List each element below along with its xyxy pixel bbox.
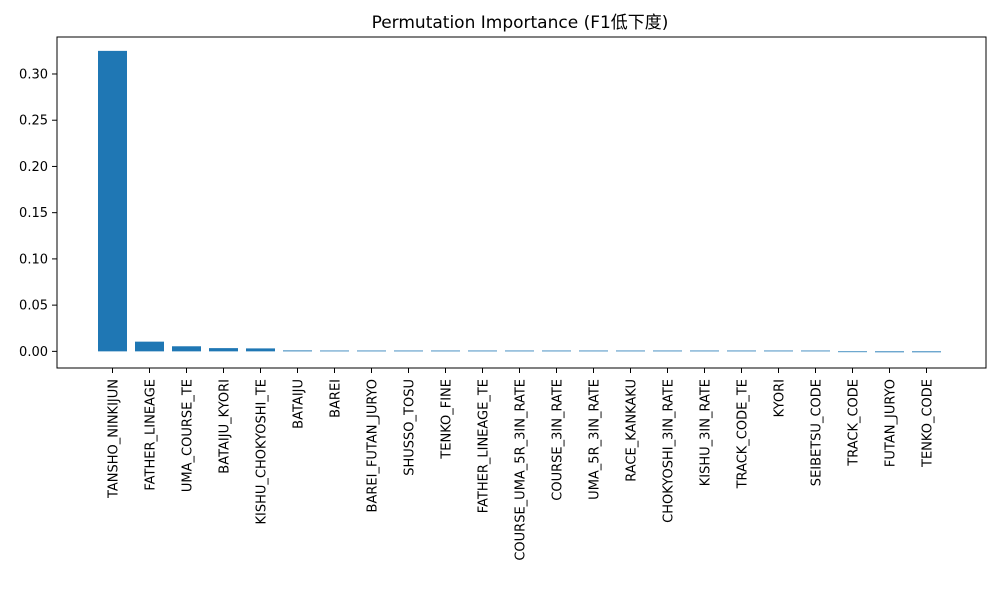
y-axis: 0.00 0.05 0.10 0.15 0.20 0.25 0.30 [19, 67, 57, 360]
x-tick-label: FUTAN_JURYO [884, 379, 899, 467]
bars-group [98, 50, 941, 353]
x-tick-label: CHOKYOSHI_3IN_RATE [662, 379, 677, 523]
y-tick-label: 0.10 [19, 252, 48, 267]
bar-tenko-fine [431, 350, 460, 352]
bar-race-kankaku [616, 350, 645, 352]
x-tick-label: SEIBETSU_CODE [810, 379, 825, 486]
bar-kyori [764, 350, 793, 352]
bar-kishu-3in-rate [690, 350, 719, 352]
bar-chokyoshi-3in-rate [653, 350, 682, 352]
x-tick-label: TENKO_CODE [921, 379, 936, 468]
x-tick-label: COURSE_UMA_5R_3IN_RATE [514, 379, 529, 561]
bar-uma-5r-3in-rate [579, 350, 608, 352]
bar-bataiju-kyori [209, 348, 238, 352]
x-tick-label: KISHU_3IN_RATE [699, 379, 714, 486]
bar-bataiju [283, 350, 312, 352]
bar-course-uma-5r-3in-rate [505, 350, 534, 352]
x-tick-label: BATAIJU_KYORI [218, 379, 233, 474]
bar-kishu-chokyoshi-te [246, 348, 275, 352]
x-tick-label: KISHU_CHOKYOSHI_TE [255, 379, 270, 525]
y-tick-label: 0.00 [19, 345, 48, 360]
y-tick-label: 0.30 [19, 67, 48, 82]
x-tick-label: BAREI [329, 379, 344, 418]
bar-barei [320, 350, 349, 352]
x-tick-label: FATHER_LINEAGE [144, 379, 159, 491]
y-tick-label: 0.05 [19, 299, 48, 314]
x-tick-label: TENKO_FINE [440, 379, 455, 460]
x-tick-label: UMA_5R_3IN_RATE [588, 379, 603, 500]
x-tick-label: TRACK_CODE [847, 379, 862, 467]
bar-seibetsu-code [801, 350, 830, 352]
bar-father-lineage-te [468, 350, 497, 352]
plot-frame [56, 36, 987, 369]
x-tick-label: TRACK_CODE_TE [736, 379, 751, 489]
bar-track-code-te [727, 350, 756, 352]
y-tick-label: 0.20 [19, 160, 48, 175]
bar-tansho-ninkijun [98, 50, 127, 352]
bar-tenko-code [912, 351, 941, 353]
x-tick-label: KYORI [773, 379, 788, 417]
x-tick-label: BAREI_FUTAN_JURYO [366, 379, 381, 512]
y-tick-label: 0.15 [19, 206, 48, 221]
x-axis: TANSHO_NINKIJUN FATHER_LINEAGE UMA_COURSE_… [107, 368, 936, 561]
x-tick-label: SHUSSO_TOSU [403, 379, 418, 476]
bar-father-lineage [135, 341, 164, 352]
bar-barei-futan-juryo [357, 350, 386, 352]
x-tick-label: UMA_COURSE_TE [181, 379, 196, 492]
x-tick-label: BATAIJU [292, 379, 307, 429]
x-tick-label: FATHER_LINEAGE_TE [477, 379, 492, 513]
y-tick-label: 0.25 [19, 114, 48, 129]
x-tick-label: TANSHO_NINKIJUN [107, 379, 122, 499]
x-tick-label: COURSE_3IN_RATE [551, 379, 566, 501]
bar-futan-juryo [875, 351, 904, 353]
bar-shusso-tosu [394, 350, 423, 352]
chart-title: Permutation Importance (F1低下度) [372, 13, 669, 33]
x-tick-label: RACE_KANKAKU [625, 379, 640, 482]
bar-track-code [838, 351, 867, 353]
bar-course-3in-rate [542, 350, 571, 352]
bar-uma-course-te [172, 346, 201, 352]
